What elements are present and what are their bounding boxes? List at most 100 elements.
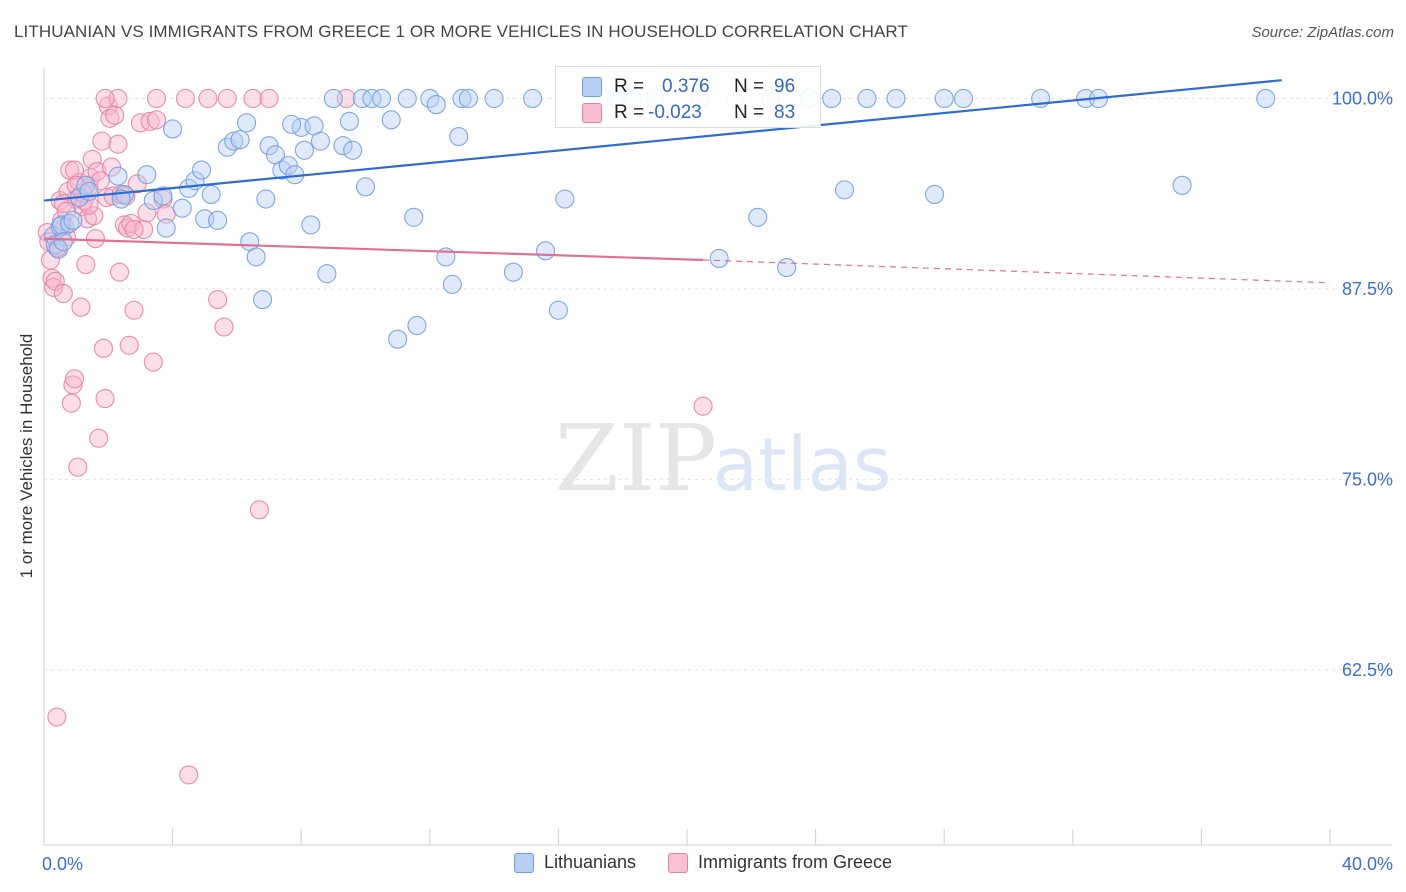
data-point (63, 210, 83, 230)
watermark-atlas: atlas (713, 422, 892, 508)
pink-n-value: 83 (774, 102, 796, 123)
data-point (44, 277, 64, 297)
y-tick-label: 75.0% (1342, 469, 1393, 489)
data-point (153, 186, 173, 206)
trend-lines (43, 79, 1331, 284)
data-point (53, 232, 73, 252)
data-point (449, 127, 469, 147)
data-point (53, 283, 73, 304)
y-tick-label: 100.0% (1332, 88, 1393, 108)
data-point (68, 457, 88, 477)
blue-r-value: 0.376 (662, 76, 710, 97)
data-point (1256, 88, 1276, 109)
data-point (407, 315, 427, 336)
data-point (256, 189, 276, 209)
series-lithuanians-points (44, 88, 1276, 349)
data-point (343, 140, 363, 160)
data-point (834, 180, 855, 200)
watermark: ZIP atlas (555, 405, 892, 512)
data-point (82, 149, 102, 169)
data-point (259, 88, 279, 109)
data-point (163, 119, 183, 139)
data-point (130, 113, 150, 133)
watermark-zip: ZIP (555, 405, 717, 512)
data-point (179, 765, 199, 785)
data-point (1172, 175, 1192, 195)
data-point (317, 264, 337, 284)
chart-title: LITHUANIAN VS IMMIGRANTS FROM GREECE 1 O… (14, 22, 908, 41)
data-point (442, 274, 462, 294)
data-point (372, 88, 392, 109)
legend-label-lithuanians: Lithuanians (543, 852, 637, 872)
data-point (134, 219, 154, 240)
data-point (484, 88, 504, 109)
data-point (224, 131, 244, 151)
data-point (110, 262, 130, 282)
data-point (105, 105, 125, 125)
data-point (143, 190, 163, 211)
data-point (748, 207, 768, 227)
legend-item-lithuanians[interactable]: Lithuanians (513, 852, 637, 873)
data-point (243, 88, 263, 109)
blue-r-label: R = (614, 76, 645, 97)
data-point (953, 88, 974, 109)
data-point (339, 111, 359, 131)
data-point (352, 88, 372, 109)
data-point (76, 175, 96, 195)
axes (43, 68, 1392, 846)
data-point (124, 219, 144, 240)
data-point (172, 198, 192, 218)
data-point (61, 393, 81, 413)
pink-r-value: -0.023 (648, 102, 702, 123)
data-point (333, 136, 353, 156)
legend-swatch-lithuanians (513, 852, 534, 873)
data-point (108, 166, 128, 186)
data-point (85, 229, 105, 249)
data-point (191, 160, 212, 180)
data-point (76, 254, 96, 275)
data-point (92, 131, 112, 151)
data-point (114, 215, 134, 235)
data-point (140, 111, 160, 131)
data-point (146, 88, 167, 109)
data-point (777, 258, 797, 278)
data-point (886, 88, 906, 109)
trend-line-greece-extension (703, 259, 1331, 284)
data-point (523, 88, 543, 109)
data-point (60, 213, 80, 233)
data-point (709, 248, 729, 268)
data-point (236, 113, 257, 133)
data-point (857, 88, 877, 109)
data-point (124, 300, 144, 320)
pink-r-label: R = (614, 102, 645, 123)
data-point (535, 241, 556, 261)
data-point (249, 500, 269, 520)
trend-line-lithuanians (43, 79, 1282, 202)
data-point (137, 203, 157, 223)
data-point (156, 218, 176, 238)
y-tick-label: 62.5% (1342, 660, 1393, 680)
data-point (47, 707, 67, 727)
data-point (323, 88, 343, 109)
data-point (84, 206, 104, 226)
blue-n-value: 96 (774, 76, 796, 97)
data-point (95, 88, 115, 109)
data-point (301, 215, 321, 235)
data-point (214, 317, 234, 337)
data-point (63, 375, 83, 395)
data-point (362, 88, 382, 109)
data-point (146, 110, 167, 130)
data-point (426, 95, 446, 115)
x-tick-label: 40.0% (1342, 854, 1393, 874)
data-point (503, 262, 523, 282)
data-point (934, 88, 954, 109)
data-point (137, 165, 157, 185)
data-point (93, 338, 114, 358)
data-point (452, 88, 472, 109)
data-point (294, 140, 314, 160)
y-tick-label: 87.5% (1342, 279, 1393, 299)
legend-label-greece: Immigrants from Greece (698, 852, 893, 872)
data-point (404, 207, 424, 227)
legend-item-greece[interactable]: Immigrants from Greece (668, 852, 892, 873)
trend-line-greece (43, 237, 704, 262)
